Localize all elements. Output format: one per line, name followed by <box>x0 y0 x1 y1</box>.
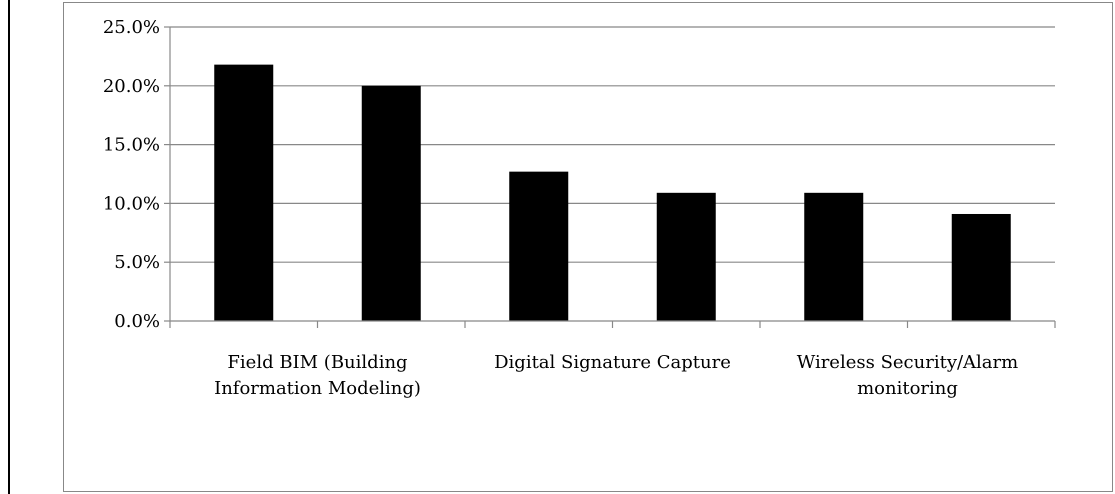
y-tick-label: 20.0% <box>103 76 160 97</box>
x-category-label: Information Modeling) <box>214 378 421 399</box>
gridlines <box>170 26 1055 263</box>
x-category-label: monitoring <box>857 378 958 399</box>
bar <box>509 171 569 321</box>
x-category-label: Field BIM (Building <box>227 352 407 373</box>
page-left-rule <box>8 0 10 494</box>
y-tick-label: 5.0% <box>114 252 160 273</box>
bar <box>214 64 274 321</box>
bar <box>804 192 864 321</box>
y-tick-label: 15.0% <box>103 135 160 156</box>
bar <box>656 192 716 321</box>
bar <box>361 85 421 321</box>
y-tick-label: 10.0% <box>103 193 160 214</box>
chart-frame <box>63 2 1113 492</box>
bars <box>214 64 1011 321</box>
bar <box>951 213 1011 321</box>
axes <box>164 26 1056 328</box>
x-category-label: Wireless Security/Alarm <box>797 352 1018 373</box>
labels: 0.0% 5.0% 10.0% 15.0% 20.0% 25.0% Field BIM (B… <box>103 17 1018 399</box>
x-category-label: Digital Signature Capture <box>494 352 731 373</box>
y-tick-label: 0.0% <box>114 311 160 332</box>
y-tick-label: 25.0% <box>103 17 160 38</box>
